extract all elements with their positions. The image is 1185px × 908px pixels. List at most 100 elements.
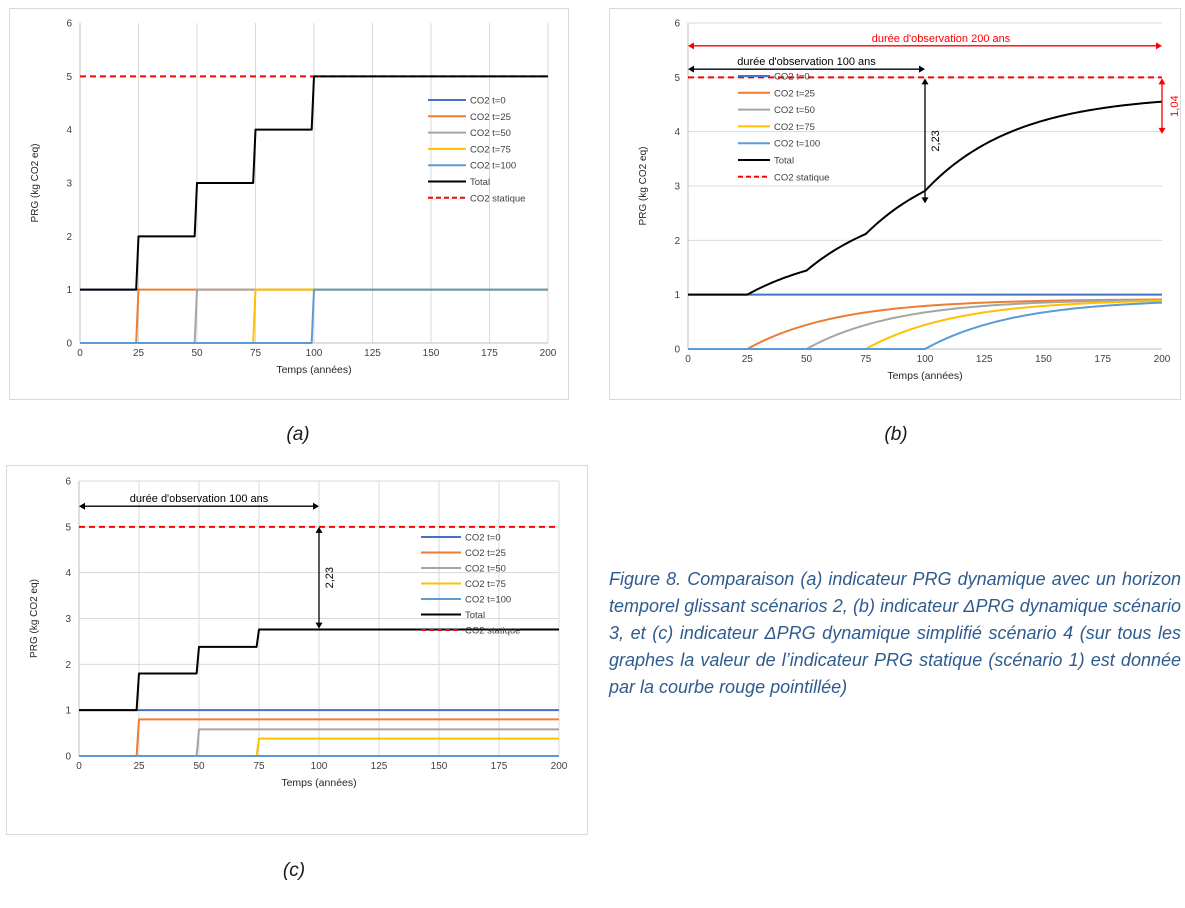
series-line-co2-t-100 bbox=[80, 288, 548, 344]
x-tick-label: 25 bbox=[133, 761, 145, 772]
y-tick-label: 4 bbox=[674, 127, 680, 138]
y-tick-label: 1 bbox=[674, 290, 680, 301]
legend-entry: CO2 t=0 bbox=[470, 96, 506, 107]
series-line-co2-t-25 bbox=[688, 298, 1163, 350]
annotation-label: durée d'observation 100 ans bbox=[737, 56, 876, 68]
legend-entry: CO2 t=50 bbox=[774, 105, 815, 116]
chart-panel-c: 0 25 50 75 100 125 150 175 200 0 1 2 3 4 5 6 Temps (anné… bbox=[6, 465, 588, 835]
sublabel-c: (c) bbox=[282, 860, 306, 881]
legend-entry: CO2 t=25 bbox=[465, 548, 506, 559]
legend-entry: Total bbox=[774, 156, 794, 167]
x-tick-label: 25 bbox=[742, 354, 754, 365]
y-tick-label: 5 bbox=[66, 72, 72, 83]
x-tick-label: 200 bbox=[540, 348, 557, 359]
arrowhead-down bbox=[315, 622, 323, 629]
x-tick-label: 175 bbox=[491, 761, 508, 772]
legend-entry: CO2 statique bbox=[470, 193, 525, 204]
y-tick-label: 6 bbox=[66, 19, 72, 30]
legend-entry: CO2 t=0 bbox=[774, 72, 810, 83]
legend: CO2 t=0 CO2 t=25 CO2 t=50 CO2 t=75 CO2 t=100… bbox=[738, 72, 829, 183]
x-tick-label: 50 bbox=[191, 348, 203, 359]
arrowhead-down bbox=[1158, 127, 1166, 134]
chart-panel-a: 0 25 50 75 100 125 150 175 200 0 1 2 3 4 5 6 Temps (anné… bbox=[9, 8, 569, 400]
y-tick-label: 4 bbox=[66, 125, 72, 136]
sublabel-a: (a) bbox=[286, 424, 310, 445]
legend-entry: CO2 statique bbox=[774, 172, 829, 183]
x-tick-label: 75 bbox=[860, 354, 872, 365]
series-group bbox=[80, 75, 548, 344]
arrowhead-up bbox=[1158, 78, 1166, 85]
y-tick-label: 2 bbox=[674, 236, 680, 247]
arrowhead-up bbox=[315, 526, 323, 533]
x-tick-label: 125 bbox=[976, 354, 993, 365]
y-tick-label: 4 bbox=[65, 568, 71, 579]
x-tick-label: 0 bbox=[76, 761, 82, 772]
legend-entry: CO2 t=100 bbox=[774, 139, 820, 150]
legend-entry: CO2 t=25 bbox=[774, 88, 815, 99]
y-tick-label: 1 bbox=[66, 285, 72, 296]
series-line-co2-t-100 bbox=[688, 301, 1163, 350]
legend-entry: CO2 t=75 bbox=[470, 144, 511, 155]
series-line-total bbox=[80, 75, 548, 291]
x-axis-label: Temps (années) bbox=[887, 370, 962, 382]
x-tick-label: 150 bbox=[431, 761, 448, 772]
y-axis-label: PRG (kg CO2 eq) bbox=[30, 144, 41, 223]
y-tick-label: 5 bbox=[674, 73, 680, 84]
series-group bbox=[79, 525, 559, 757]
annotation-label: durée d'observation 100 ans bbox=[130, 493, 269, 505]
legend: CO2 t=0 CO2 t=25 CO2 t=50 CO2 t=75 CO2 t=100… bbox=[428, 96, 525, 204]
x-axis-label: Temps (années) bbox=[276, 364, 351, 376]
x-tick-label: 150 bbox=[1035, 354, 1052, 365]
chart-c-svg: 0 25 50 75 100 125 150 175 200 0 1 2 3 4 5 6 Temps (anné… bbox=[29, 477, 568, 790]
arrowhead-up bbox=[921, 78, 929, 85]
annotation-label: 2,23 bbox=[930, 130, 942, 151]
y-tick-label: 3 bbox=[65, 614, 71, 625]
y-axis-label: PRG (kg CO2 eq) bbox=[638, 147, 649, 226]
y-tick-label: 6 bbox=[674, 19, 680, 30]
sublabel-b: (b) bbox=[884, 424, 908, 445]
arrowhead-down bbox=[921, 197, 929, 204]
x-tick-label: 0 bbox=[77, 348, 83, 359]
x-tick-label: 150 bbox=[423, 348, 440, 359]
legend-entry: CO2 t=50 bbox=[465, 564, 506, 575]
x-tick-label: 100 bbox=[917, 354, 934, 365]
x-tick-label: 175 bbox=[481, 348, 498, 359]
x-tick-label: 75 bbox=[250, 348, 262, 359]
legend-entry: CO2 t=50 bbox=[470, 128, 511, 139]
y-tick-label: 6 bbox=[65, 477, 71, 488]
chart-a-svg: 0 25 50 75 100 125 150 175 200 0 1 2 3 4 5 6 Temps (anné… bbox=[30, 19, 557, 377]
y-tick-label: 0 bbox=[66, 339, 72, 350]
y-tick-label: 2 bbox=[66, 232, 72, 243]
y-tick-label: 0 bbox=[65, 752, 71, 763]
legend-entry: Total bbox=[465, 610, 485, 621]
y-tick-label: 5 bbox=[65, 522, 71, 533]
legend-entry: Total bbox=[470, 177, 490, 188]
legend: CO2 t=0 CO2 t=25 CO2 t=50 CO2 t=75 CO2 t=100… bbox=[421, 533, 520, 637]
x-axis-label: Temps (années) bbox=[281, 777, 356, 789]
x-tick-label: 50 bbox=[193, 761, 205, 772]
legend-entry: CO2 t=100 bbox=[465, 595, 511, 606]
legend-entry: CO2 t=25 bbox=[470, 112, 511, 123]
x-tick-label: 100 bbox=[306, 348, 323, 359]
annotation-label: 2,23 bbox=[324, 567, 336, 588]
arrowhead-left bbox=[688, 42, 694, 50]
arrowhead-right bbox=[1156, 42, 1162, 50]
legend-entry: CO2 t=75 bbox=[465, 579, 506, 590]
y-tick-label: 3 bbox=[66, 179, 72, 190]
annotation-label: 1,04 bbox=[1169, 95, 1181, 116]
chart-panel-b: 0 25 50 75 100 125 150 175 200 0 1 2 3 4 5 6 Temps (anné… bbox=[609, 8, 1181, 400]
x-tick-label: 200 bbox=[1154, 354, 1171, 365]
y-tick-label: 3 bbox=[674, 182, 680, 193]
y-tick-label: 0 bbox=[674, 345, 680, 356]
y-tick-label: 2 bbox=[65, 660, 71, 671]
annotations: durée d'observation 100 ans 2,23 bbox=[79, 493, 336, 629]
annotation-label: durée d'observation 200 ans bbox=[872, 33, 1011, 45]
x-tick-label: 100 bbox=[311, 761, 328, 772]
series-line-total bbox=[79, 628, 559, 712]
legend-entry: CO2 statique bbox=[465, 626, 520, 637]
y-tick-label: 1 bbox=[65, 706, 71, 717]
arrowhead-right bbox=[313, 502, 319, 510]
x-tick-label: 50 bbox=[801, 354, 813, 365]
arrowhead-left bbox=[79, 502, 85, 510]
x-tick-label: 125 bbox=[371, 761, 388, 772]
